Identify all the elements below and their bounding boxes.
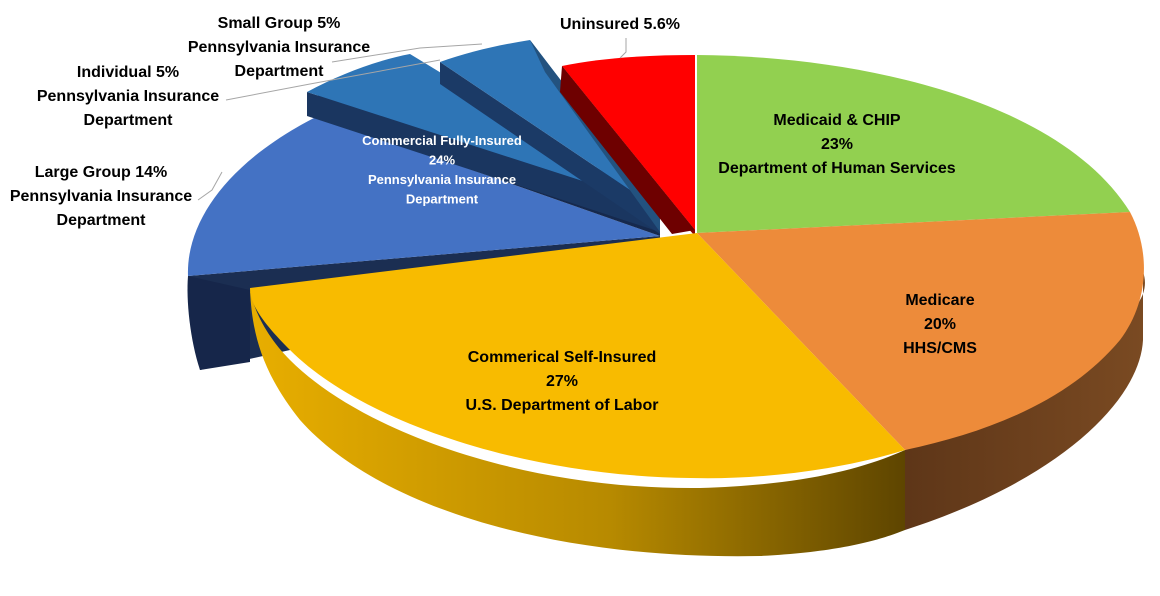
pie-slice-medicaid <box>697 55 1130 233</box>
pie-slice-medicare-side <box>905 272 1145 530</box>
pie-slice-uninsured <box>562 55 695 230</box>
main-pie-top <box>250 55 1144 479</box>
data-label-large-group: Large Group 14% Pennsylvania Insurance Dep… <box>10 164 192 229</box>
pie-slice-large-group-side-front <box>187 276 250 370</box>
data-label-commercial-fully-insured-line-4: Department <box>406 192 479 207</box>
data-label-large-group-line-1: Large Group 14% <box>35 164 167 181</box>
pie-slice-individual-side <box>307 92 660 232</box>
data-label-medicare: Medicare 20% HHS/CMS <box>903 292 977 357</box>
pie-slice-self-insured <box>250 233 905 479</box>
pie-slice-small-group <box>440 40 660 210</box>
data-label-small-group-line-2: Pennsylvania Insurance <box>188 39 370 56</box>
data-label-individual-line-2: Pennsylvania Insurance <box>37 88 219 105</box>
data-label-medicaid-line-3: Department of Human Services <box>718 160 956 177</box>
data-label-medicaid: Medicaid & CHIP 23% Department of Human Se… <box>718 112 956 177</box>
data-label-self-insured: Commerical Self-Insured 27% U.S. Departmen… <box>466 349 659 414</box>
pie-slice-large-group <box>187 116 661 276</box>
data-label-medicaid-line-1: Medicaid & CHIP <box>773 112 900 129</box>
leader-line-uninsured <box>619 38 627 59</box>
data-label-small-group: Small Group 5% Pennsylvania Insurance Depa… <box>188 15 370 80</box>
data-label-medicare-line-2: 20% <box>924 316 956 333</box>
data-labels: Medicaid & CHIP 23% Department of Human Se… <box>10 15 977 414</box>
data-label-small-group-line-1: Small Group 5% <box>218 15 341 32</box>
data-label-self-insured-line-1: Commerical Self-Insured <box>468 349 657 366</box>
uninsured-group <box>560 55 695 236</box>
data-label-medicaid-line-2: 23% <box>821 136 853 153</box>
leader-lines <box>197 38 627 201</box>
data-label-commercial-fully-insured-line-2: 24% <box>429 153 455 168</box>
pie-slice-self-insured-side <box>250 290 905 557</box>
main-pie-sides <box>250 272 1145 557</box>
data-label-uninsured-line-1: Uninsured 5.6% <box>560 16 680 33</box>
leader-line-small-group <box>331 43 483 63</box>
leader-line-individual <box>225 59 441 101</box>
pie-slice-uninsured-inner <box>560 66 695 234</box>
data-label-commercial-fully-insured-line-3: Pennsylvania Insurance <box>368 172 516 187</box>
data-label-self-insured-line-2: 27% <box>546 373 578 390</box>
data-label-self-insured-line-3: U.S. Department of Labor <box>466 397 659 414</box>
data-label-commercial-fully-insured: Commercial Fully-Insured 24% Pennsylvania … <box>362 133 522 207</box>
data-label-medicare-line-1: Medicare <box>905 292 974 309</box>
data-label-large-group-line-2: Pennsylvania Insurance <box>10 188 192 205</box>
data-label-small-group-line-3: Department <box>235 63 325 80</box>
data-label-medicare-line-3: HHS/CMS <box>903 340 977 357</box>
data-label-individual-line-1: Individual 5% <box>77 64 179 81</box>
pie-slice-medicare <box>697 212 1144 450</box>
data-label-individual: Individual 5% Pennsylvania Insurance Depar… <box>37 64 219 129</box>
data-label-commercial-fully-insured-line-1: Commercial Fully-Insured <box>362 133 522 148</box>
data-label-individual-line-3: Department <box>84 112 174 129</box>
data-label-uninsured: Uninsured 5.6% <box>560 16 680 33</box>
pie-slice-small-group-side <box>440 62 660 234</box>
leader-line-large-group <box>197 171 223 201</box>
data-label-large-group-line-3: Department <box>57 212 147 229</box>
